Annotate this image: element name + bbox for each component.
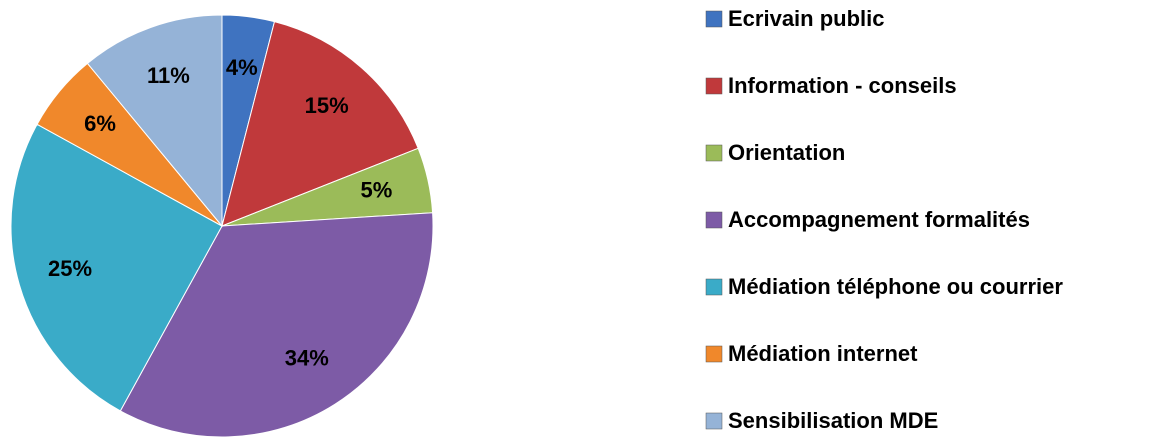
data-label: 4% bbox=[226, 55, 258, 80]
data-label: 6% bbox=[84, 111, 116, 136]
legend-label: Information - conseils bbox=[728, 73, 957, 98]
data-label: 15% bbox=[305, 93, 349, 118]
legend-label: Orientation bbox=[728, 140, 845, 165]
data-label: 11% bbox=[147, 63, 190, 88]
legend-swatch bbox=[705, 278, 723, 296]
data-label: 5% bbox=[361, 177, 393, 202]
legend-label: Ecrivain public bbox=[728, 6, 885, 31]
legend-swatch bbox=[705, 412, 723, 430]
legend-label: Accompagnement formalités bbox=[728, 207, 1030, 232]
legend-swatch bbox=[705, 10, 723, 28]
legend-swatch bbox=[705, 77, 723, 95]
legend-label: Médiation téléphone ou courrier bbox=[728, 274, 1063, 299]
legend-swatch bbox=[705, 211, 723, 229]
pie-slice bbox=[221, 21, 419, 227]
data-label: 25% bbox=[48, 256, 92, 281]
legend-swatch bbox=[705, 144, 723, 162]
legend-label: Sensibilisation MDE bbox=[728, 408, 938, 433]
legend-label: Médiation internet bbox=[728, 341, 918, 366]
legend-swatch bbox=[705, 345, 723, 363]
pie-slice bbox=[86, 14, 223, 228]
data-label: 34% bbox=[285, 345, 329, 370]
pie-slice bbox=[10, 123, 223, 412]
